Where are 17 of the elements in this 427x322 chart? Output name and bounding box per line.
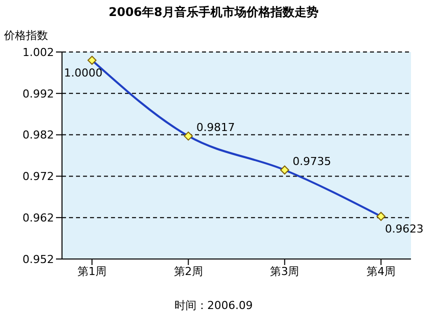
y-tick-label: 0.992 [22,87,54,100]
text: 时间：2006.09 [173,298,254,313]
x-tick-label: 第4周 [366,264,396,278]
y-tick-label: 1.002 [22,46,54,59]
y-tick-label: 0.952 [22,252,54,266]
data-label: 0.9623 [385,222,424,236]
y-tick-label: 0.962 [22,212,54,225]
x-tick-label: 第2周 [174,264,203,278]
x-tick-label: 第1周 [78,264,106,278]
data-label: 1.0000 [64,66,102,80]
data-label: 0.9817 [196,121,235,134]
y-tick-label: 0.972 [22,170,54,184]
x-tick-label: 第3周 [270,264,300,278]
y-tick-label: 0.982 [22,128,54,142]
data-label: 0.9735 [292,154,332,168]
chart-title: 2006年8月音乐手机市场价格指数走势 [108,4,320,21]
y-axis-title: 价格指数 [4,28,48,43]
